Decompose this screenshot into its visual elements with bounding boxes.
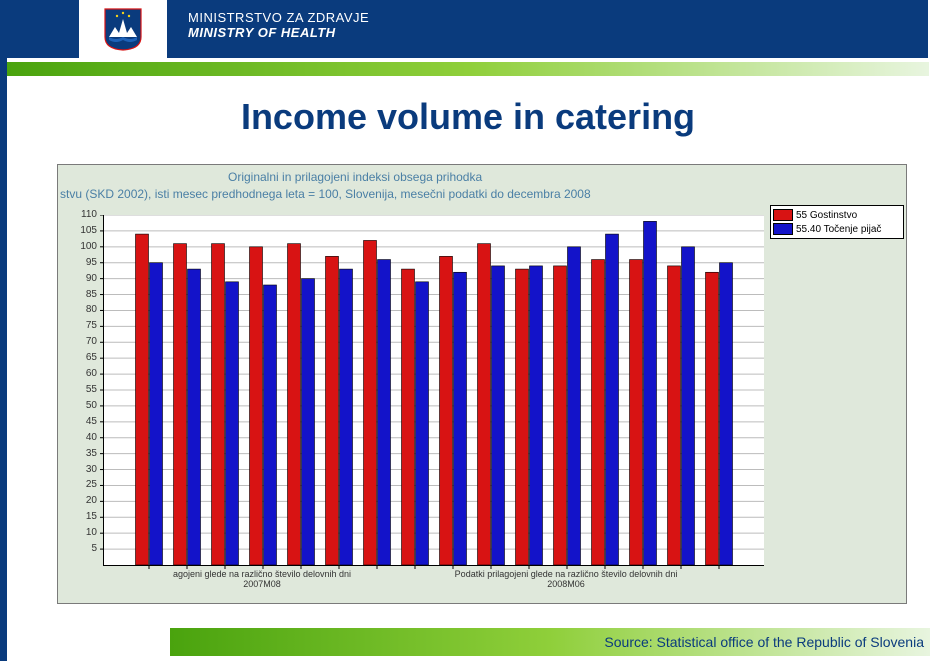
legend-label-1: 55.40 Točenje pijač [796, 224, 881, 235]
bar-red-14 [668, 266, 681, 565]
bar-red-1 [174, 244, 187, 565]
y-tick-label: 15 [57, 512, 97, 522]
y-axis-ticks: 5 10 15 20 25 30 35 40 45 50 55 60 65 70 75 80 85 90 95 100… [58, 215, 101, 565]
bar-blue-13 [644, 221, 657, 565]
org-name-en: MINISTRY OF HEALTH [188, 25, 369, 40]
y-tick-label: 100 [57, 242, 97, 252]
header-right-edge [928, 0, 936, 58]
y-tick-label: 95 [57, 258, 97, 268]
legend-swatch-blue [773, 223, 793, 235]
legend-label-0: 55 Gostinstvo [796, 210, 857, 221]
chart-subtitle: stvu (SKD 2002), isti mesec predhodnega … [60, 187, 591, 201]
y-tick-label: 25 [57, 480, 97, 490]
x-group-label-0: agojeni glede na različno število delovn… [173, 569, 351, 589]
plot-area [103, 215, 764, 566]
y-tick-label: 85 [57, 290, 97, 300]
bar-blue-4 [302, 279, 315, 565]
bar-blue-9 [492, 266, 505, 565]
bar-blue-12 [606, 234, 619, 565]
bar-blue-14 [682, 247, 695, 565]
y-tick-label: 90 [57, 274, 97, 284]
header-left-block [7, 0, 79, 58]
crest-block [84, 0, 162, 58]
green-stripe-top [7, 62, 929, 76]
bar-red-4 [288, 244, 301, 565]
y-tick-label: 10 [57, 528, 97, 538]
legend-swatch-red [773, 209, 793, 221]
y-tick-label: 20 [57, 496, 97, 506]
y-tick-label: 60 [57, 369, 97, 379]
bar-blue-1 [188, 269, 201, 565]
chart-figure: Originalni in prilagojeni indeksi obsega… [57, 164, 907, 604]
bar-red-3 [250, 247, 263, 565]
bar-blue-6 [378, 260, 391, 565]
bar-red-5 [326, 256, 339, 565]
footer-left [7, 628, 165, 656]
org-name-sl: MINISTRSTVO ZA ZDRAVJE [188, 10, 369, 25]
bar-red-15 [706, 272, 719, 565]
header-text: MINISTRSTVO ZA ZDRAVJE MINISTRY OF HEALT… [188, 10, 369, 40]
bar-red-8 [440, 256, 453, 565]
legend-item-0: 55 Gostinstvo [773, 208, 901, 222]
bar-blue-3 [264, 285, 277, 565]
bar-blue-15 [720, 263, 733, 565]
slovenia-crest-icon [103, 7, 143, 51]
bar-red-7 [402, 269, 415, 565]
bar-blue-2 [226, 282, 239, 565]
bar-blue-0 [150, 263, 163, 565]
left-margin-stripe [0, 0, 7, 661]
bar-red-2 [212, 244, 225, 565]
bar-blue-7 [416, 282, 429, 565]
slide-title: Income volume in catering [7, 96, 929, 138]
y-tick-label: 50 [57, 401, 97, 411]
bar-red-13 [630, 260, 643, 565]
bar-red-11 [554, 266, 567, 565]
bar-red-10 [516, 269, 529, 565]
y-tick-label: 105 [57, 226, 97, 236]
footer-source-text: Source: Statistical office of the Republ… [604, 634, 924, 650]
chart-legend: 55 Gostinstvo 55.40 Točenje pijač [770, 205, 904, 239]
y-tick-label: 110 [57, 210, 97, 220]
bar-blue-5 [340, 269, 353, 565]
header-band: MINISTRSTVO ZA ZDRAVJE MINISTRY OF HEALT… [0, 0, 936, 58]
y-tick-label: 70 [57, 337, 97, 347]
header-divider-2 [162, 0, 167, 58]
y-tick-label: 80 [57, 305, 97, 315]
bar-red-9 [478, 244, 491, 565]
y-tick-label: 45 [57, 417, 97, 427]
y-tick-label: 30 [57, 465, 97, 475]
y-tick-label: 65 [57, 353, 97, 363]
bar-red-6 [364, 240, 377, 565]
slide-page: MINISTRSTVO ZA ZDRAVJE MINISTRY OF HEALT… [0, 0, 936, 661]
bar-blue-10 [530, 266, 543, 565]
bar-red-12 [592, 260, 605, 565]
legend-item-1: 55.40 Točenje pijač [773, 222, 901, 236]
y-tick-label: 35 [57, 449, 97, 459]
slide-body: Income volume in catering Originalni in … [7, 76, 929, 626]
bar-blue-11 [568, 247, 581, 565]
y-tick-label: 75 [57, 321, 97, 331]
x-group-label-1: Podatki prilagojeni glede na različno št… [455, 569, 678, 589]
y-tick-label: 40 [57, 433, 97, 443]
chart-title: Originalni in prilagojeni indeksi obsega… [228, 170, 482, 184]
plot-svg [99, 215, 764, 571]
y-tick-label: 5 [57, 544, 97, 554]
bar-blue-8 [454, 272, 467, 565]
bar-red-0 [136, 234, 149, 565]
y-tick-label: 55 [57, 385, 97, 395]
footer-green-stripe: Source: Statistical office of the Republ… [170, 628, 930, 656]
